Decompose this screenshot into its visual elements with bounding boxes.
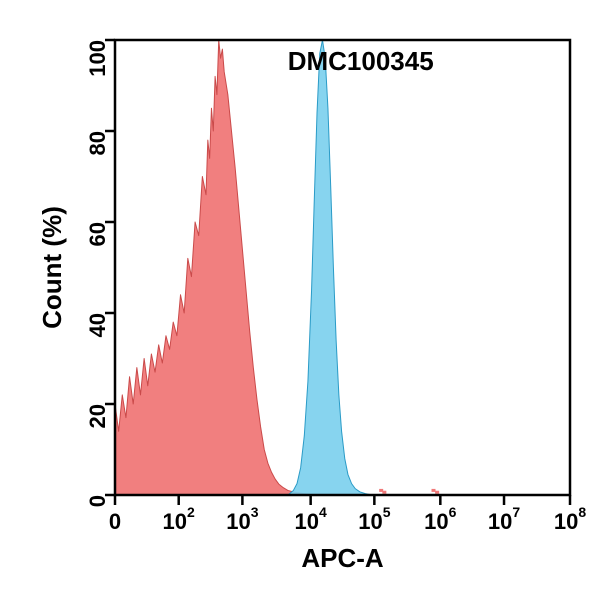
x-tick-label: 0 (109, 509, 121, 534)
y-tick-label: 0 (85, 495, 110, 507)
speckle (435, 491, 439, 494)
y-axis-label: Count (%) (37, 206, 67, 329)
speckle (382, 491, 386, 494)
y-tick-label: 100 (85, 40, 110, 77)
y-tick-label: 40 (85, 313, 110, 337)
x-axis-label: APC-A (301, 543, 384, 573)
chart-svg: 0204060801000102103104105106107108APC-AC… (0, 0, 591, 593)
y-tick-label: 60 (85, 222, 110, 246)
speckle (432, 489, 436, 492)
y-tick-label: 80 (85, 131, 110, 155)
y-tick-label: 20 (85, 404, 110, 428)
chart-title: DMC100345 (288, 46, 434, 76)
flow-cytometry-histogram: 0204060801000102103104105106107108APC-AC… (0, 0, 591, 593)
